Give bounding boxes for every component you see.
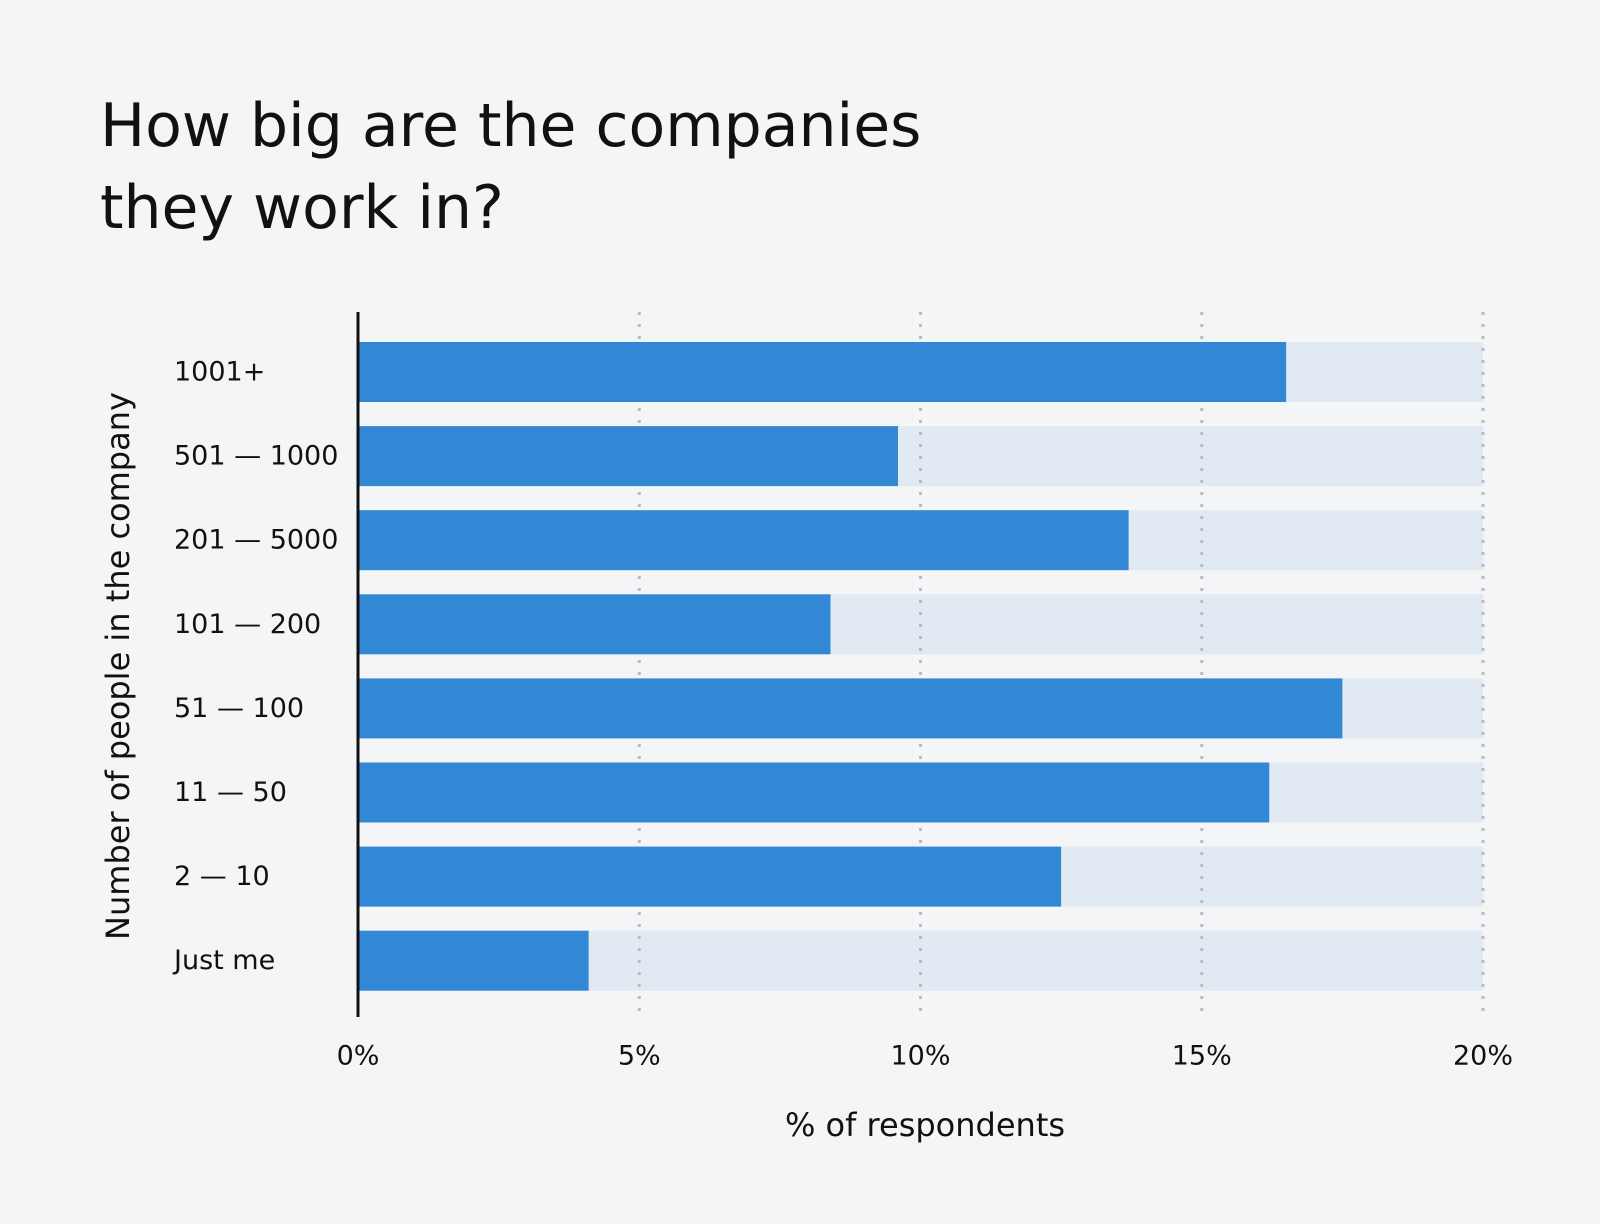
y-tick-label: 501 — 1000 <box>174 441 338 472</box>
bar <box>358 342 1287 402</box>
bar <box>358 678 1343 739</box>
chart-title: they work in? <box>100 173 504 243</box>
x-tick-label: 5% <box>618 1041 661 1072</box>
chart-title: How big are the companies <box>100 91 921 161</box>
y-tick-label: 1001+ <box>174 357 265 388</box>
bar <box>358 762 1270 823</box>
y-tick-label: Just me <box>172 945 275 976</box>
y-tick-label: 2 — 10 <box>174 861 270 892</box>
bar <box>358 930 589 991</box>
y-tick-label: 11 — 50 <box>174 777 287 808</box>
bar <box>358 510 1129 571</box>
y-axis-title: Number of people in the company <box>99 392 137 940</box>
x-axis-title: % of respondents <box>785 1106 1065 1144</box>
bar <box>358 594 831 655</box>
labels-layer: 0% 5% 10% 15% 20% 1001+ 501 — 1000 201 — 5000 10… <box>172 312 1513 1072</box>
bars-layer <box>358 342 1343 991</box>
y-tick-label: 51 — 100 <box>174 693 304 724</box>
x-tick-label: 10% <box>890 1041 950 1072</box>
y-tick-label: 201 — 5000 <box>174 525 338 556</box>
x-tick-label: 15% <box>1172 1041 1232 1072</box>
x-tick-label: 20% <box>1453 1041 1513 1072</box>
bar <box>358 846 1062 907</box>
y-tick-label: 101 — 200 <box>174 609 321 640</box>
x-tick-label: 0% <box>337 1041 380 1072</box>
bar <box>358 426 898 487</box>
